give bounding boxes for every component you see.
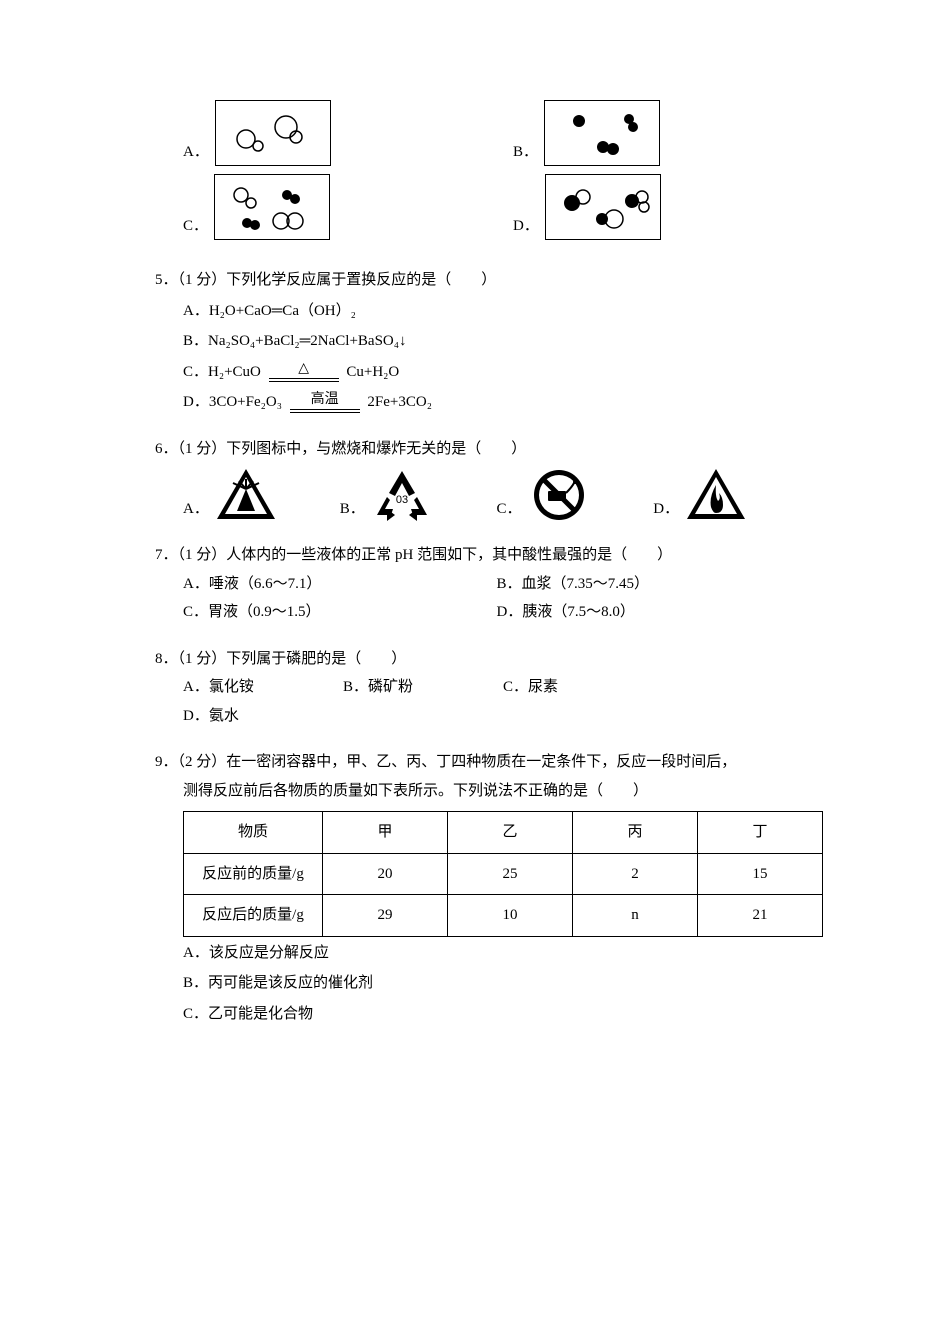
q4-c-diagram [214,174,330,240]
q5-c-left: C．H₂+CuO [183,364,261,380]
q6-option-b: B． 03 [340,467,497,523]
q9-b: B．丙可能是该反应的催化剂 [183,969,810,998]
q8-b: B．磷矿粉 [343,673,503,702]
q5-d-right: 2Fe+3CO₂ [367,394,432,410]
th-yi: 乙 [448,812,573,854]
th-substance: 物质 [184,812,323,854]
explosion-triangle-icon [215,467,277,523]
q4-b-diagram [544,100,660,166]
q5-d-left: D．3CO+Fe₂O₃ [183,394,282,410]
cell: 29 [323,895,448,937]
cell: 15 [698,853,823,895]
q4-option-d: D． [513,174,843,240]
table-row: 物质 甲 乙 丙 丁 [184,812,823,854]
q4-a-diagram [215,100,331,166]
row1-label: 反应前的质量/g [184,853,323,895]
q5-c: C．H₂+CuO △ Cu+H₂O [183,358,810,387]
q9-stem2: 测得反应前后各物质的质量如下表所示。下列说法不正确的是（ ） [183,777,810,806]
q8-a: A．氯化铵 [183,673,343,702]
q4-d-diagram [545,174,661,240]
q5-b: B．Na₂SO₄+BaCl₂═2NaCl+BaSO₄↓ [183,327,810,356]
th-bing: 丙 [573,812,698,854]
q7-a: A．唾液（6.6～7.1） [183,570,497,599]
cell: 10 [448,895,573,937]
cell: 20 [323,853,448,895]
q9-stem1: 9．（2 分）在一密闭容器中，甲、乙、丙、丁四种物质在一定条件下，反应一段时间后… [155,748,810,777]
q7-d: D．胰液（7.5～8.0） [497,598,811,627]
q8-stem: 8．（1 分）下列属于磷肥的是（ ） [155,645,810,674]
q8-d: D．氨水 [183,702,343,731]
th-jia: 甲 [323,812,448,854]
q9-c: C．乙可能是化合物 [183,1000,810,1029]
q6-option-d: D． [653,467,810,523]
q6-d-label: D． [653,495,679,524]
q5-d-condition: 高温 [290,393,360,413]
recycle-icon: 03 [371,467,433,523]
q4-c-label: C． [183,212,208,241]
q6-c-label: C． [497,495,522,524]
q8: 8．（1 分）下列属于磷肥的是（ ） A．氯化铵 B．磷矿粉 C．尿素 D．氨水 [155,645,810,731]
q4-option-b: B． [513,100,843,166]
recycle-code: 03 [396,494,408,506]
q5-stem: 5．（1 分）下列化学反应属于置换反应的是（ ） [155,266,810,295]
q4-d-label: D． [513,212,539,241]
q8-c: C．尿素 [503,673,663,702]
th-ding: 丁 [698,812,823,854]
q6-option-a: A． [183,467,340,523]
cell: 25 [448,853,573,895]
q5-c-right: Cu+H₂O [346,364,399,380]
row2-label: 反应后的质量/g [184,895,323,937]
q7-stem: 7．（1 分）人体内的一些液体的正常 pH 范围如下，其中酸性最强的是（ ） [155,541,810,570]
q6-b-label: B． [340,495,365,524]
no-fireworks-icon [528,467,590,523]
q6-stem: 6．（1 分）下列图标中，与燃烧和爆炸无关的是（ ） [155,435,810,464]
q7: 7．（1 分）人体内的一些液体的正常 pH 范围如下，其中酸性最强的是（ ） A… [155,541,810,627]
q4-a-label: A． [183,138,209,167]
cell: 21 [698,895,823,937]
q9-a: A．该反应是分解反应 [183,939,810,968]
q6-a-label: A． [183,495,209,524]
table-row: 反应前的质量/g 20 25 2 15 [184,853,823,895]
q7-c: C．胃液（0.9～1.5） [183,598,497,627]
q4-option-c: C． [183,174,513,240]
q5-d: D．3CO+Fe₂O₃ 高温 2Fe+3CO₂ [183,388,810,417]
q5-a: A．H₂O+CaO═Ca（OH）₂ [183,297,810,326]
q9-table: 物质 甲 乙 丙 丁 反应前的质量/g 20 25 2 15 反应后的质量/g … [183,811,823,937]
fire-triangle-icon [685,467,747,523]
q5-c-condition: △ [269,362,339,382]
cell: n [573,895,698,937]
q9: 9．（2 分）在一密闭容器中，甲、乙、丙、丁四种物质在一定条件下，反应一段时间后… [155,748,810,1028]
q4-option-a: A． [183,100,513,166]
q5: 5．（1 分）下列化学反应属于置换反应的是（ ） A．H₂O+CaO═Ca（OH… [155,266,810,417]
table-row: 反应后的质量/g 29 10 n 21 [184,895,823,937]
q4-options: A． B． C． [183,100,810,248]
q6-option-c: C． [497,467,654,523]
q7-b: B．血浆（7.35～7.45） [497,570,811,599]
cell: 2 [573,853,698,895]
q4-b-label: B． [513,138,538,167]
q6: 6．（1 分）下列图标中，与燃烧和爆炸无关的是（ ） A． B． [155,435,810,524]
